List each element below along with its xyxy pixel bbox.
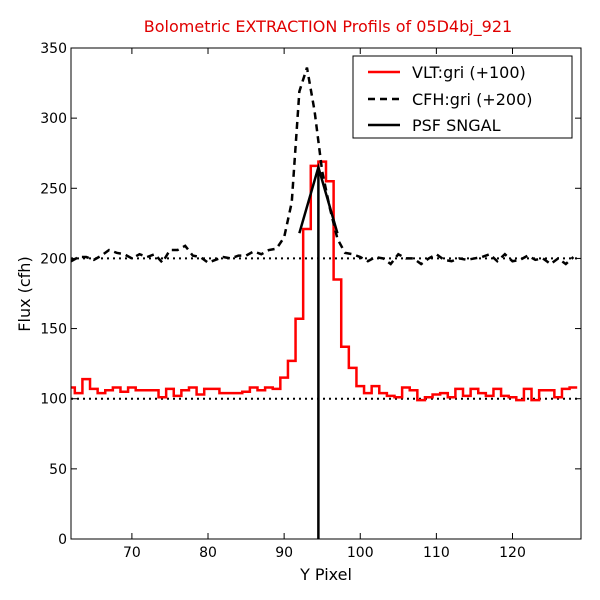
y-tick-label: 100 bbox=[40, 392, 67, 408]
y-tick-label: 350 bbox=[40, 41, 67, 57]
plot-area bbox=[71, 67, 581, 539]
x-tick-label: 70 bbox=[123, 545, 141, 561]
y-tick-label: 300 bbox=[40, 111, 67, 127]
y-tick-label: 200 bbox=[40, 251, 67, 267]
y-axis-label: Flux (cfh) bbox=[15, 256, 34, 331]
chart-title: Bolometric EXTRACTION Profils of 05D4bj_… bbox=[144, 17, 512, 37]
x-tick-label: 110 bbox=[423, 545, 450, 561]
x-tick-label: 80 bbox=[199, 545, 217, 561]
legend-label-psf: PSF SNGAL bbox=[412, 116, 501, 135]
x-tick-label: 100 bbox=[347, 545, 374, 561]
y-axis: 0 50 100 150 200 250 300 350 bbox=[40, 41, 581, 548]
y-tick-label: 250 bbox=[40, 181, 67, 197]
legend-label-cfh: CFH:gri (+200) bbox=[412, 90, 533, 109]
x-tick-label: 120 bbox=[499, 545, 526, 561]
series-line-0 bbox=[71, 160, 578, 402]
legend: VLT:gri (+100) CFH:gri (+200) PSF SNGAL bbox=[352, 55, 573, 139]
legend-label-vlt: VLT:gri (+100) bbox=[412, 63, 526, 82]
y-tick-label: 150 bbox=[40, 322, 67, 338]
y-tick-label: 0 bbox=[58, 532, 67, 548]
plot-frame bbox=[70, 47, 582, 540]
x-axis: 70 80 90 100 110 120 bbox=[123, 48, 526, 561]
x-tick-label: 90 bbox=[275, 545, 293, 561]
y-tick-label: 50 bbox=[49, 462, 67, 478]
x-axis-label: Y Pixel bbox=[299, 565, 352, 584]
